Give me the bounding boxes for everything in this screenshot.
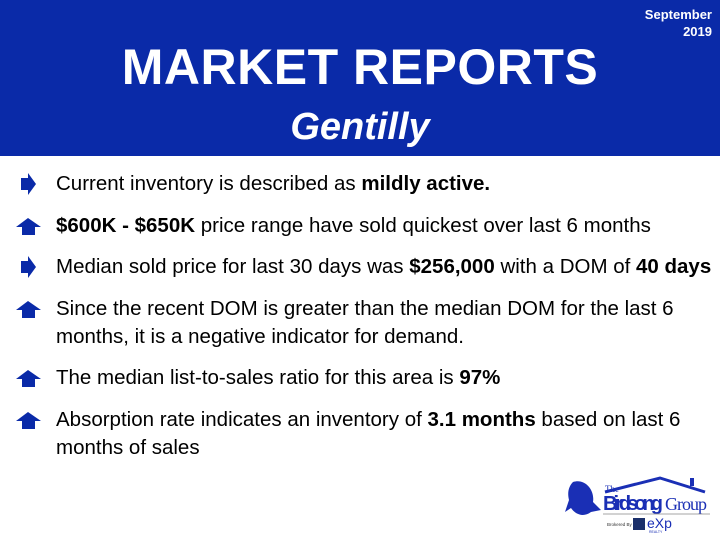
logo-text-birdsong: Birdsong — [603, 493, 663, 515]
arrow-up-icon — [14, 298, 42, 320]
bullet-emphasis: 40 days — [636, 255, 712, 278]
logo-text-the: The — [605, 484, 619, 494]
bullet-emphasis: mildly active. — [361, 172, 491, 195]
date-month: September — [644, 7, 712, 22]
logo-text-group: Group — [665, 494, 707, 514]
logo-realty: REALTY — [649, 530, 663, 534]
arrow-up-icon — [14, 409, 42, 431]
logo-brokered-by: Brokered By — [607, 522, 633, 527]
bullet-item: Median sold price for last 30 days was $… — [0, 253, 720, 281]
page-subtitle: Gentilly — [290, 106, 430, 148]
bullet-item: The median list-to-sales ratio for this … — [0, 364, 720, 392]
bullet-text: Since the recent DOM is greater than the… — [56, 296, 674, 348]
bullet-emphasis: $600K - $650K — [56, 213, 196, 237]
bullet-text: Current inventory is described as — [56, 172, 362, 195]
bullet-text: Median sold price for last 30 days was — [56, 255, 410, 278]
arrow-right-icon — [14, 173, 42, 195]
bullet-item: Current inventory is described as mildly… — [0, 170, 720, 198]
report-date: September 2019 — [645, 6, 712, 40]
arrow-right-icon — [14, 256, 42, 278]
arrow-up-icon — [14, 215, 42, 237]
page-title: MARKET REPORTS — [121, 39, 599, 95]
birdsong-group-logo: The Birdsong Group Brokered By eXp REALT… — [565, 470, 715, 535]
bullet-list: Current inventory is described as mildly… — [0, 170, 720, 475]
bullet-item: $600K - $650K price range have sold quic… — [0, 212, 720, 240]
bullet-text: based on last 6 months of sales — [56, 407, 681, 459]
bullet-emphasis: $256,000 — [409, 255, 495, 278]
bullet-text: Absorption rate indicates an inventory o… — [56, 407, 428, 431]
bullet-item: Absorption rate indicates an inventory o… — [0, 406, 720, 462]
header-banner: September 2019 MARKET REPORTS Gentilly — [0, 0, 720, 156]
bullet-item: Since the recent DOM is greater than the… — [0, 295, 720, 351]
bullet-emphasis: 97% — [459, 366, 501, 389]
arrow-up-icon — [14, 367, 42, 389]
bullet-emphasis: 3.1 months — [427, 407, 536, 431]
bullet-text: price range have sold quickest over last… — [195, 213, 651, 237]
bullet-text: The median list-to-sales ratio for this … — [56, 366, 460, 389]
logo-exp: eXp — [647, 515, 672, 531]
bullet-text: with a DOM of — [494, 255, 637, 278]
date-year: 2019 — [683, 24, 712, 39]
